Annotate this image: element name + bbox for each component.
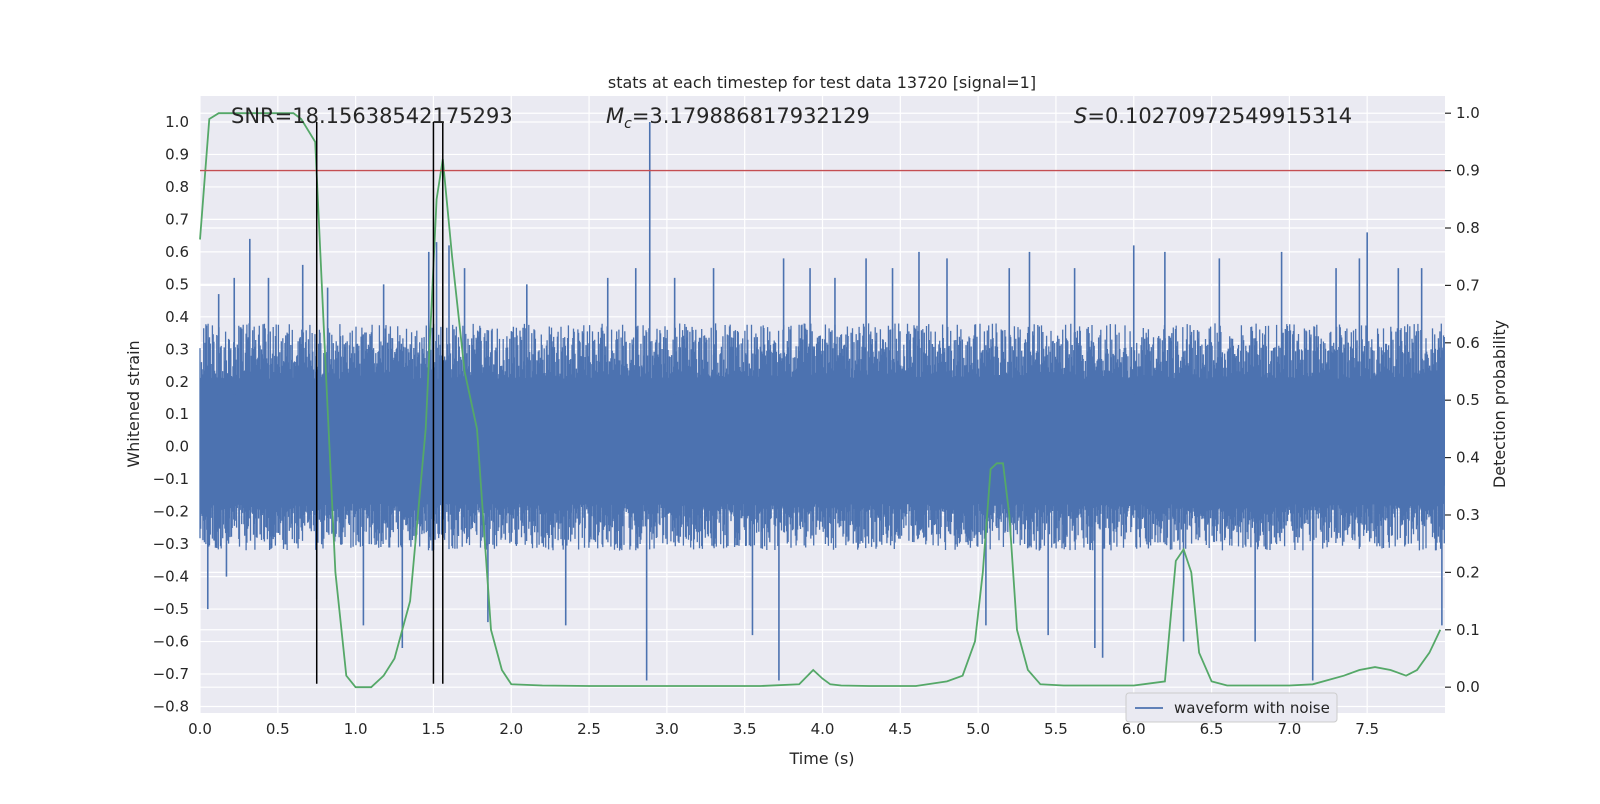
y-right-tick-label: 0.4 xyxy=(1456,449,1480,467)
x-tick-label: 3.0 xyxy=(655,720,679,738)
legend-box xyxy=(1125,692,1338,723)
y-left-tick-label: 1.0 xyxy=(165,113,189,131)
x-tick-label: 2.0 xyxy=(499,720,523,738)
x-axis-label: Time (s) xyxy=(788,749,854,768)
x-tick-label: 7.5 xyxy=(1355,720,1379,738)
y-left-tick-label: −0.8 xyxy=(153,698,189,716)
s-annotation: S=0.10270972549915314 xyxy=(1074,104,1352,128)
x-tick-label: 4.0 xyxy=(811,720,835,738)
y-left-tick-label: 0.9 xyxy=(165,145,189,163)
x-tick-label: 2.5 xyxy=(577,720,601,738)
y-right-tick-label: 0.2 xyxy=(1456,563,1480,581)
x-tick-label: 6.0 xyxy=(1122,720,1146,738)
y-left-tick-label: −0.1 xyxy=(153,470,189,488)
x-tick-label: 4.5 xyxy=(888,720,912,738)
s-value: =0.10270972549915314 xyxy=(1087,104,1352,128)
y-left-tick-label: 0.2 xyxy=(165,373,189,391)
y-right-tick-label: 0.5 xyxy=(1456,391,1480,409)
legend: waveform with noise xyxy=(1125,692,1338,723)
x-axis-ticks: 0.0 0.5 1.0 1.5 2.0 2.5 3.0 3.5 4.0 4.5 5.0 5.5 6.0 6… xyxy=(188,720,1379,738)
y-left-tick-label: −0.4 xyxy=(153,568,189,586)
chirp-mass-annotation: Mc=3.179886817932129 xyxy=(606,104,870,132)
y-right-tick-label: 0.7 xyxy=(1456,276,1480,294)
y-right-tick-label: 0.0 xyxy=(1456,678,1480,696)
y-right-tick-label: 0.1 xyxy=(1456,621,1480,639)
x-tick-label: 0.0 xyxy=(188,720,212,738)
x-tick-label: 1.0 xyxy=(344,720,368,738)
legend-label-waveform: waveform with noise xyxy=(1174,699,1330,717)
snr-annotation: SNR=18.15638542175293 xyxy=(231,104,513,128)
y-left-tick-label: −0.3 xyxy=(153,535,189,553)
series xyxy=(199,112,1445,689)
y-left-tick-label: −0.5 xyxy=(153,600,189,618)
chirp-mass-symbol: M xyxy=(606,104,624,128)
y-left-tick-label: 0.7 xyxy=(165,210,189,228)
waveform-core xyxy=(200,394,1445,486)
y-left-tick-label: 0.3 xyxy=(165,340,189,358)
y-right-tick-label: 0.6 xyxy=(1456,334,1480,352)
y-axis-label-left: Whitened strain xyxy=(124,340,143,467)
s-symbol: S xyxy=(1074,104,1087,128)
right-axis-ticks: 1.0 0.9 0.8 0.7 0.6 0.5 0.4 0.3 0.2 0.1 0.0 xyxy=(1445,104,1480,696)
y-right-tick-label: 1.0 xyxy=(1456,104,1480,122)
y-left-tick-label: 0.0 xyxy=(165,438,189,456)
y-right-tick-label: 0.8 xyxy=(1456,219,1480,237)
x-tick-label: 0.5 xyxy=(266,720,290,738)
x-tick-label: 7.0 xyxy=(1277,720,1301,738)
x-tick-label: 3.5 xyxy=(733,720,757,738)
y-left-tick-label: 0.8 xyxy=(165,178,189,196)
y-left-tick-label: −0.6 xyxy=(153,633,189,651)
chirp-mass-value: =3.179886817932129 xyxy=(632,104,870,128)
chart-title: stats at each timestep for test data 137… xyxy=(608,73,1036,92)
x-tick-label: 6.5 xyxy=(1200,720,1224,738)
y-axis-label-right: Detection probability xyxy=(1490,320,1509,488)
chirp-mass-subscript: c xyxy=(624,116,632,132)
y-left-tick-label: −0.7 xyxy=(153,665,189,683)
y-left-tick-label: 0.4 xyxy=(165,308,189,326)
y-left-tick-label: −0.2 xyxy=(153,503,189,521)
detection-probability-line xyxy=(199,112,1442,689)
x-tick-label: 5.0 xyxy=(966,720,990,738)
y-left-tick-label: 0.1 xyxy=(165,405,189,423)
y-left-tick-label: 0.5 xyxy=(165,275,189,293)
left-axis-ticks: 1.0 0.9 0.8 0.7 0.6 0.5 0.4 0.3 0.2 0.1 0.0 −0.1 −0.… xyxy=(153,113,189,716)
x-tick-label: 1.5 xyxy=(422,720,446,738)
y-right-tick-label: 0.9 xyxy=(1456,162,1480,180)
y-left-tick-label: 0.6 xyxy=(165,243,189,261)
x-tick-label: 5.5 xyxy=(1044,720,1068,738)
y-right-tick-label: 0.3 xyxy=(1456,506,1480,524)
